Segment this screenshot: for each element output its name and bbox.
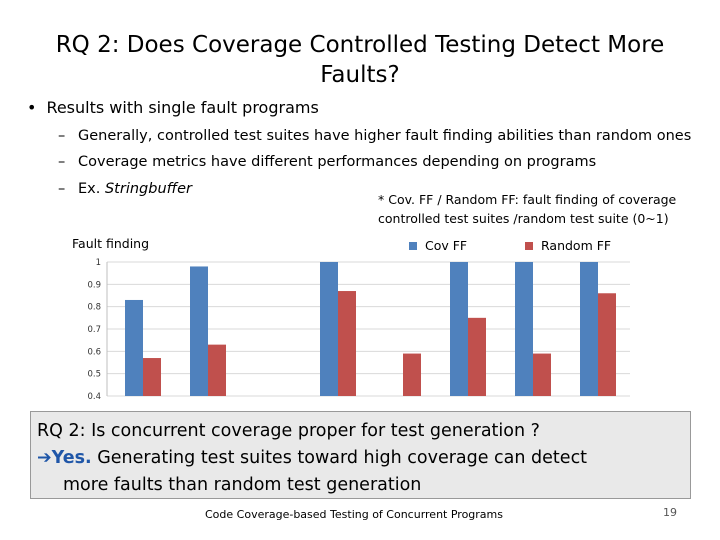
- bullet-dot-icon: •: [27, 98, 37, 117]
- legend-swatch-cov: [409, 242, 417, 250]
- bar-cov-ff-7: [515, 262, 533, 396]
- page-number: 19: [663, 506, 677, 519]
- answer-rest: Generating test suites toward high cover…: [91, 448, 588, 468]
- bar-random-ff-1: [143, 358, 161, 396]
- subbullet-2-text: Coverage metrics have different performa…: [78, 154, 597, 170]
- chart-bars: [125, 262, 616, 396]
- bar-cov-ff-1: [125, 299, 143, 396]
- subbullet-3: – Ex. Stringbuffer: [58, 181, 192, 197]
- y-tick-label: 0.5: [87, 370, 101, 380]
- bar-random-ff-4: [338, 291, 356, 396]
- bar-random-ff-8: [598, 293, 616, 396]
- slide-footer: Code Coverage-based Testing of Concurren…: [205, 508, 503, 521]
- legend-label-random: Random FF: [541, 238, 611, 253]
- chart-ticks: 1 0.9 0.8 0.7 0.6 0.5 0.4: [87, 258, 101, 402]
- dash-icon: –: [58, 128, 66, 144]
- example-prefix: Ex.: [78, 181, 105, 197]
- bar-random-ff-5: [403, 353, 421, 396]
- arrow-right-icon: ➔: [37, 448, 52, 468]
- dash-icon: –: [58, 154, 66, 170]
- y-tick-label: 0.6: [87, 347, 101, 357]
- y-tick-label: 1: [96, 258, 101, 268]
- example-name: Stringbuffer: [104, 181, 192, 197]
- legend-label-cov: Cov FF: [425, 238, 467, 253]
- legend-swatch-random: [525, 242, 533, 250]
- main-bullet-text: Results with single fault programs: [46, 98, 319, 117]
- bar-cov-ff-2: [190, 266, 208, 396]
- dash-icon: –: [58, 181, 66, 197]
- bar-random-ff-7: [533, 353, 551, 396]
- bar-cov-ff-8: [580, 262, 598, 396]
- y-tick-label: 0.8: [87, 303, 101, 313]
- answer-line-2: more faults than random test generation: [63, 475, 422, 495]
- bar-random-ff-2: [208, 344, 226, 396]
- note-line-1: * Cov. FF / Random FF: fault finding of …: [378, 192, 677, 207]
- chart-note: * Cov. FF / Random FF: fault finding of …: [378, 190, 708, 228]
- note-line-2: controlled test suites /random test suit…: [378, 211, 669, 226]
- main-bullet: • Results with single fault programs: [27, 98, 319, 117]
- bar-cov-ff-4: [320, 262, 338, 396]
- subbullet-1: – Generally, controlled test suites have …: [58, 128, 691, 144]
- bar-random-ff-6: [468, 317, 486, 396]
- y-tick-label: 0.7: [87, 325, 101, 335]
- answer-yes: Yes.: [51, 448, 92, 468]
- rq-question: RQ 2: Is concurrent coverage proper for …: [37, 421, 540, 441]
- rq-answer: ➔Yes. Generating test suites toward high…: [37, 445, 690, 499]
- chart-legend: Cov FF Random FF: [409, 238, 611, 253]
- y-tick-label: 0.4: [87, 392, 101, 402]
- slide-title: RQ 2: Does Coverage Controlled Testing D…: [55, 32, 665, 88]
- subbullet-1-text: Generally, controlled test suites have h…: [78, 128, 692, 144]
- chart-y-label: Fault finding: [72, 236, 149, 251]
- subbullet-2: – Coverage metrics have different perform…: [58, 154, 596, 170]
- y-tick-label: 0.9: [87, 280, 101, 290]
- bar-cov-ff-6: [450, 262, 468, 396]
- chart-grid: [106, 261, 630, 397]
- rq-answer-box: RQ 2: Is concurrent coverage proper for …: [30, 411, 691, 499]
